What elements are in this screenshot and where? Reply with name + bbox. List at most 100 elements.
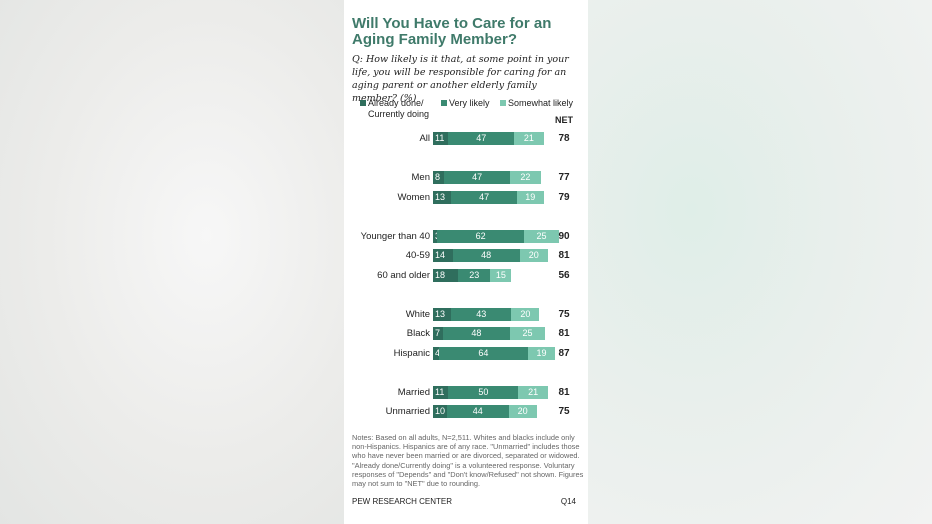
net-value-men: 77 — [558, 172, 570, 183]
data-label-already-women: 13 — [435, 191, 446, 202]
question-text: Q: How likely is it that, at some point … — [352, 54, 569, 104]
category-label-60-and-older: 60 and older — [377, 269, 430, 281]
bar-somewhat-men — [510, 171, 541, 184]
net-value-black: 81 — [558, 328, 570, 339]
bar-very-women — [451, 190, 517, 204]
bar-very-younger-than-40 — [437, 229, 524, 243]
background-left — [0, 0, 344, 524]
bar-already-all — [433, 132, 449, 145]
legend-very: Very likely — [441, 98, 490, 109]
bar-somewhat-younger-than-40 — [524, 229, 559, 243]
net-value-married: 81 — [558, 386, 570, 398]
chart-panel: Will You Have to Care for an Aging Famil… — [344, 0, 588, 524]
data-label-already-men: 8 — [435, 172, 441, 182]
background-right — [588, 0, 932, 524]
category-label-white: White — [405, 308, 430, 320]
data-label-somewhat-younger-than-40: 25 — [536, 230, 547, 241]
source-label: PEW RESEARCH CENTER — [352, 497, 453, 506]
net-column-header: NET — [555, 115, 573, 125]
bar-somewhat-women — [517, 190, 544, 204]
bar-already-women — [433, 190, 452, 204]
data-label-somewhat-all: 21 — [523, 133, 534, 143]
bar-somewhat-all — [514, 132, 544, 145]
data-label-somewhat-white: 20 — [520, 308, 531, 319]
bar-very-hispanic — [438, 346, 529, 360]
bar-already-unmarried — [433, 405, 447, 418]
bar-already-60-and-older — [433, 268, 459, 282]
data-label-very-unmarried: 44 — [472, 406, 483, 416]
bar-already-married — [433, 385, 449, 399]
data-label-very-black: 48 — [471, 328, 482, 338]
legend-label-very: Very likely — [449, 98, 490, 108]
data-label-very-men: 47 — [472, 172, 483, 182]
data-label-already-black: 7 — [435, 328, 441, 338]
data-label-somewhat-women: 19 — [525, 191, 536, 202]
bar-very-40-59 — [452, 249, 520, 262]
category-label-all: All — [419, 133, 430, 144]
bar-already-men — [433, 171, 445, 184]
net-value-younger-than-40: 90 — [558, 230, 570, 242]
net-value-white: 75 — [558, 308, 570, 320]
data-label-already-hispanic: 4 — [435, 347, 441, 358]
category-label-hispanic: Hispanic — [393, 347, 430, 359]
data-label-already-married: 11 — [435, 386, 445, 397]
legend-already: Already done/ Currently doing — [360, 98, 438, 120]
data-label-very-all: 47 — [476, 133, 487, 143]
chart-title: Will You Have to Care for an Aging Famil… — [352, 15, 552, 48]
bar-very-men — [444, 171, 510, 184]
category-label-black: Black — [406, 328, 430, 339]
legend-swatch-very — [441, 100, 447, 106]
net-value-hispanic: 87 — [558, 347, 570, 359]
data-label-somewhat-unmarried: 20 — [517, 406, 528, 416]
data-label-very-40-59: 48 — [481, 250, 492, 260]
bar-very-married — [448, 385, 519, 399]
bar-somewhat-unmarried — [508, 405, 537, 418]
bar-very-60-and-older — [458, 268, 491, 282]
bar-somewhat-40-59 — [519, 249, 548, 262]
data-label-very-hispanic: 64 — [478, 347, 489, 358]
net-value-all: 78 — [558, 133, 570, 144]
bar-already-black — [433, 327, 443, 340]
data-label-somewhat-black: 25 — [522, 328, 533, 338]
net-value-60-and-older: 56 — [558, 269, 570, 281]
question-number: Q14 — [560, 497, 576, 506]
bar-very-unmarried — [447, 405, 509, 418]
legend-swatch-somewhat — [500, 100, 506, 106]
legend-label-somewhat: Somewhat likely — [508, 98, 574, 108]
data-label-very-women: 47 — [479, 191, 490, 202]
bar-very-black — [442, 327, 510, 340]
legend-label-already: Already done/ Currently doing — [368, 98, 430, 119]
data-label-somewhat-married: 21 — [528, 386, 539, 397]
net-value-40-59: 81 — [558, 250, 570, 261]
data-label-somewhat-hispanic: 19 — [536, 347, 547, 358]
bar-already-younger-than-40 — [433, 229, 438, 243]
category-label-married: Married — [397, 386, 430, 398]
bar-somewhat-black — [510, 327, 545, 340]
category-label-younger-than-40: Younger than 40 — [360, 230, 430, 242]
data-label-somewhat-60-and-older: 15 — [495, 269, 506, 280]
category-label-women: Women — [397, 191, 430, 203]
bar-somewhat-60-and-older — [490, 268, 512, 282]
bar-already-hispanic — [433, 346, 439, 360]
bar-very-all — [448, 132, 515, 145]
legend-swatch-already — [360, 100, 366, 106]
bar-somewhat-hispanic — [528, 346, 555, 360]
bar-very-white — [451, 307, 512, 321]
category-label-unmarried: Unmarried — [385, 406, 430, 417]
data-label-somewhat-40-59: 20 — [528, 250, 539, 260]
data-label-already-40-59: 14 — [435, 250, 446, 260]
data-label-already-unmarried: 10 — [435, 406, 446, 416]
bar-somewhat-married — [518, 385, 548, 399]
data-label-already-all: 11 — [435, 133, 445, 143]
net-value-unmarried: 75 — [558, 406, 570, 417]
data-label-somewhat-men: 22 — [520, 172, 531, 182]
data-label-very-white: 43 — [476, 308, 487, 319]
data-label-already-white: 13 — [435, 308, 446, 319]
bar-already-40-59 — [433, 249, 453, 262]
category-label-40-59: 40-59 — [405, 250, 430, 261]
data-label-very-younger-than-40: 62 — [475, 230, 486, 241]
bar-already-white — [433, 307, 452, 321]
legend-somewhat: Somewhat likely — [500, 98, 573, 109]
net-value-women: 79 — [558, 191, 570, 203]
category-label-men: Men — [411, 172, 430, 183]
